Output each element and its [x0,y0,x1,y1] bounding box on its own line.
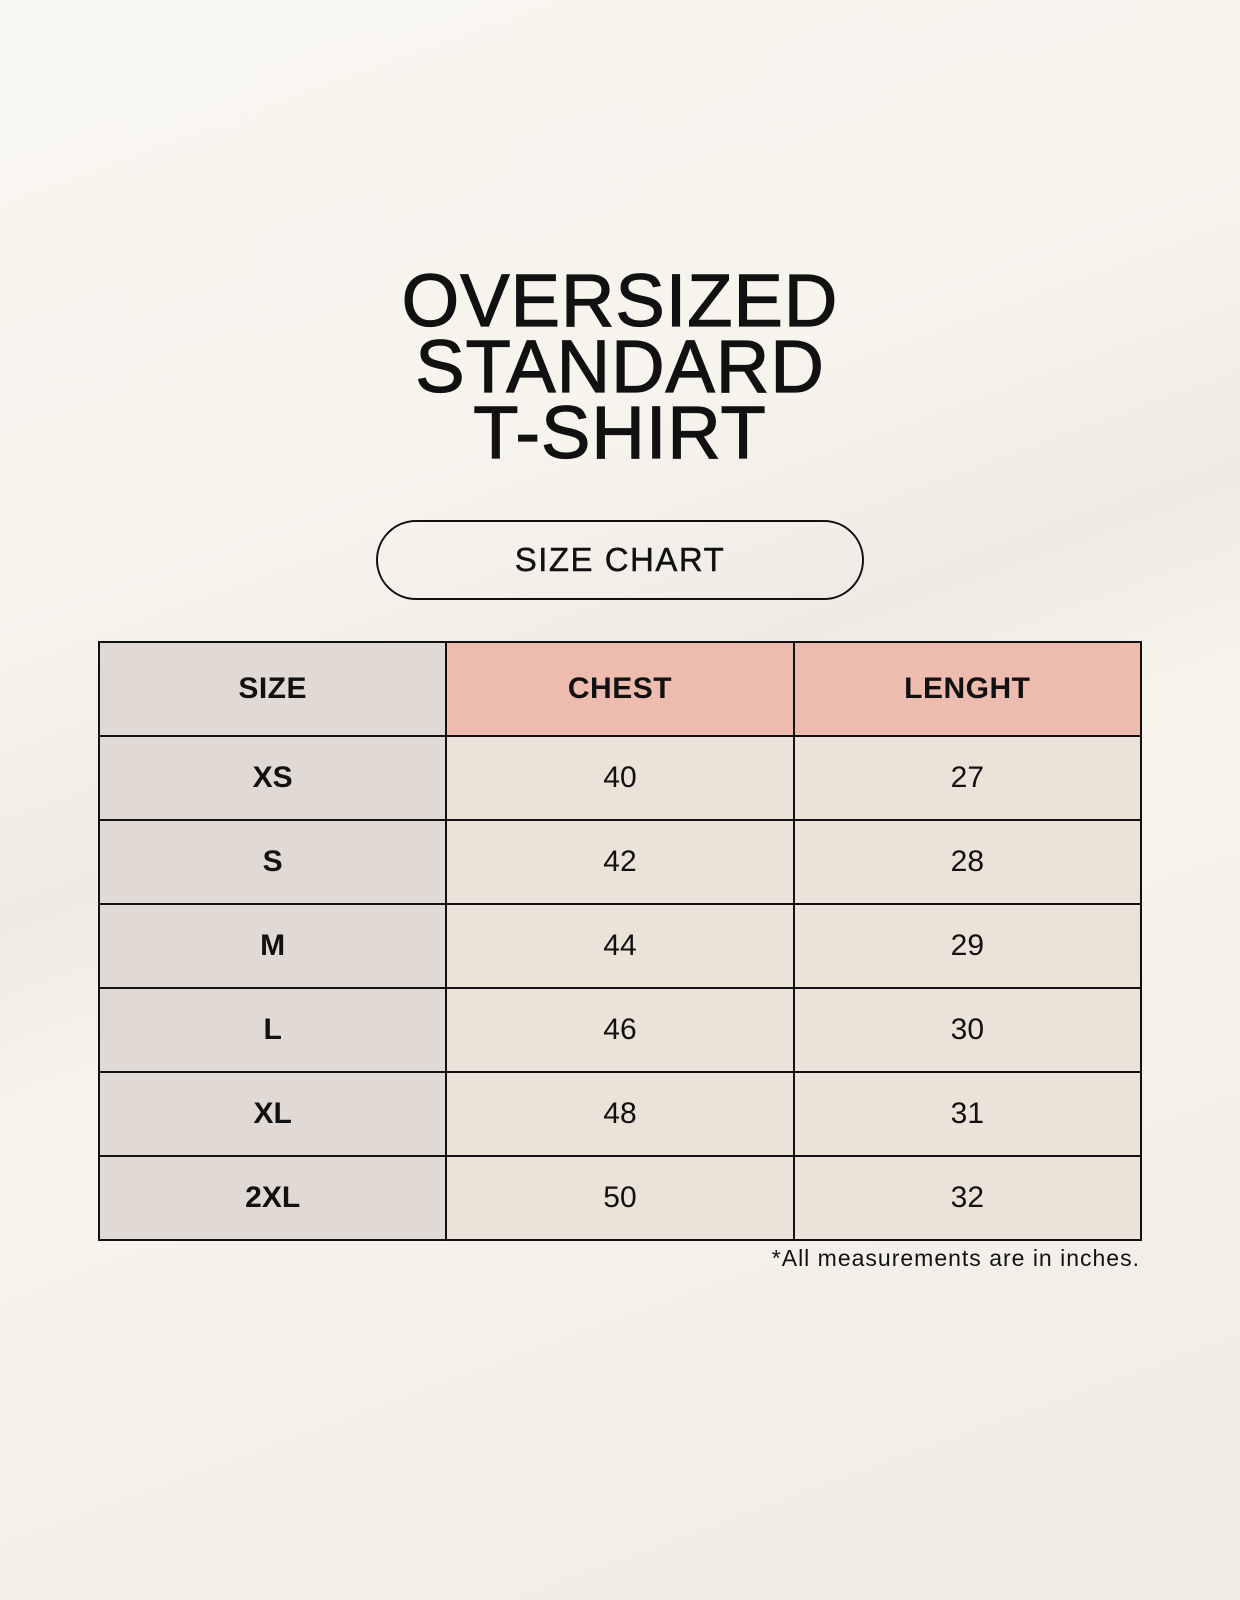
chest-cell: 44 [445,903,795,989]
table-row: XL 48 31 [97,1071,1143,1157]
length-cell: 29 [792,903,1143,989]
size-cell: XL [97,1071,448,1157]
size-chart-badge: SIZE CHART [376,520,864,600]
title-line: OVERSIZED [401,259,839,342]
table-row: M 44 29 [97,903,1143,989]
chest-cell: 46 [445,987,795,1073]
table-row: S 42 28 [97,819,1143,905]
size-table: SIZE CHEST LENGHT XS 40 27 S 42 28 M 44 29 L 46 30 X… [97,641,1143,1241]
header-length: LENGHT [792,641,1143,737]
size-cell: M [97,903,448,989]
title-line: STANDARD [415,325,825,408]
length-cell: 30 [792,987,1143,1073]
chest-cell: 40 [445,735,795,821]
table-row: 2XL 50 32 [97,1155,1143,1241]
page-title: OVERSIZED STANDARD T-SHIRT [0,259,1240,474]
length-cell: 32 [792,1155,1143,1241]
size-cell: S [97,819,448,905]
table-row: L 46 30 [97,987,1143,1073]
length-cell: 27 [792,735,1143,821]
chest-cell: 42 [445,819,795,905]
footnote: *All measurements are in inches. [771,1245,1140,1271]
title-line: T-SHIRT [473,391,767,474]
header-size: SIZE [97,641,448,737]
chest-cell: 48 [445,1071,795,1157]
size-cell: L [97,987,448,1073]
header-chest: CHEST [445,641,795,737]
table-header-row: SIZE CHEST LENGHT [97,641,1143,737]
size-cell: 2XL [97,1155,448,1241]
chest-cell: 50 [445,1155,795,1241]
size-cell: XS [97,735,448,821]
length-cell: 28 [792,819,1143,905]
length-cell: 31 [792,1071,1143,1157]
table-row: XS 40 27 [97,735,1143,821]
